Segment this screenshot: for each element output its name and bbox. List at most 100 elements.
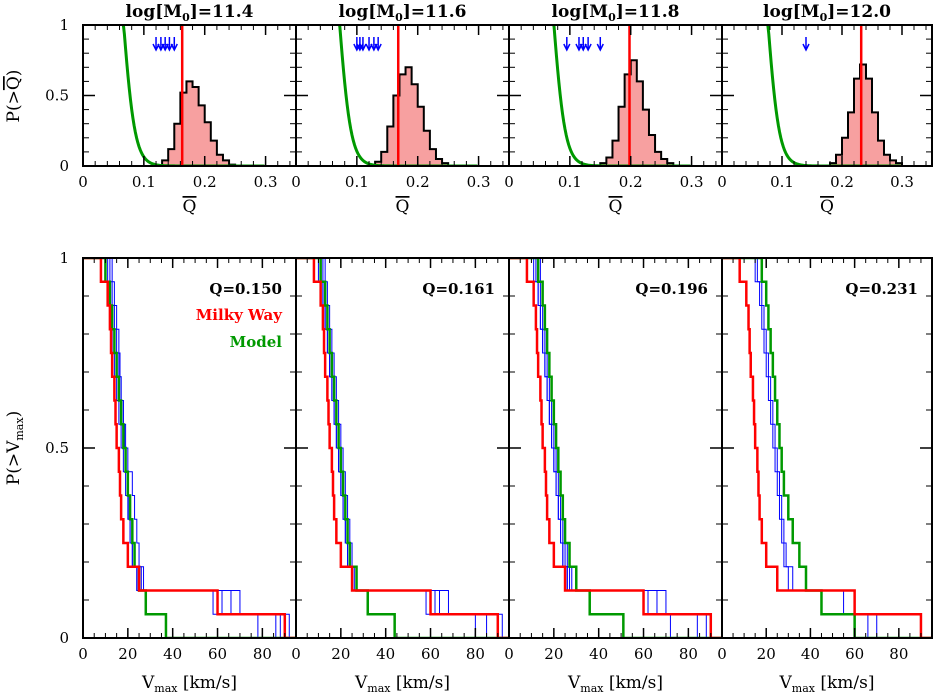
realization-line <box>722 258 932 638</box>
x-tick-label: 80 <box>889 645 908 663</box>
x-tick-label: 0.1 <box>345 173 369 191</box>
x-axis-label-sub: max <box>580 682 604 695</box>
x-tick-label: 80 <box>253 645 272 663</box>
panel-frame <box>508 257 723 639</box>
cdf-panel: 0 20 40 60 80 Q=0.231 Vmax [km/s] <box>717 257 933 695</box>
x-axis-label-sub: max <box>792 682 816 695</box>
arrow-head <box>356 43 364 52</box>
x-tick-label: 40 <box>589 645 608 663</box>
x-tick-label: 60 <box>845 645 864 663</box>
x-tick-label: 0 <box>78 645 88 663</box>
panel-title-sub: 0 <box>395 11 403 24</box>
x-tick-label: 80 <box>466 645 485 663</box>
x-tick-label: 0.3 <box>890 173 914 191</box>
x-axis-label-units: [km/s] <box>603 673 663 693</box>
cdf-panel: 0 20 40 60 80 Q=0.196 Vmax [km/s] <box>504 257 723 695</box>
milky-way-line <box>296 258 509 638</box>
arrow-head <box>596 43 604 52</box>
x-axis-label: Q <box>396 197 410 217</box>
q-label: Q=0.196 <box>635 280 708 298</box>
arrow-head <box>152 43 160 52</box>
x-tick-label: 0 <box>504 645 514 663</box>
panel-frame <box>721 24 933 167</box>
x-axis-label: Q <box>183 197 197 217</box>
y-tick-label: 1 <box>59 249 69 267</box>
x-tick-label: 0.2 <box>830 173 854 191</box>
legend-label: Model <box>230 333 283 351</box>
arrow-head <box>563 43 571 52</box>
milky-way-line <box>509 258 722 638</box>
panel-title-sub: 0 <box>820 11 828 24</box>
x-axis-label-sub: max <box>154 682 178 695</box>
x-tick-label: 60 <box>208 645 227 663</box>
x-tick-label: 60 <box>634 645 653 663</box>
milky-way-line <box>722 258 932 638</box>
x-tick-label: 0 <box>717 173 727 191</box>
x-tick-label: 40 <box>376 645 395 663</box>
panel-title-part: ]=11.6 <box>403 2 467 22</box>
x-axis-label-sub: max <box>367 682 391 695</box>
x-axis-label-main: V <box>141 673 155 693</box>
q-label: Q=0.231 <box>845 280 918 298</box>
x-tick-label: 40 <box>801 645 820 663</box>
x-tick-label: 0.1 <box>132 173 156 191</box>
x-axis-label-main: V <box>567 673 581 693</box>
x-axis-label-main: V <box>778 673 792 693</box>
bottom-row: 0 20 40 60 80 0 0.5 1 Q=0.150 Milky Way Model Vmax … <box>45 249 933 695</box>
y-tick-label: 0 <box>59 629 69 647</box>
x-tick-label: 20 <box>757 645 776 663</box>
realization-line <box>722 258 932 638</box>
realization-line <box>509 258 722 638</box>
x-tick-label: 0.1 <box>558 173 582 191</box>
panel-title: log[M0]=12.0 <box>763 2 891 24</box>
x-tick-label: 0.2 <box>406 173 430 191</box>
arrow-head <box>165 43 174 52</box>
panel-title-part: log[M <box>126 2 183 22</box>
x-tick-label: 0.3 <box>680 173 704 191</box>
x-tick-label: 60 <box>421 645 440 663</box>
arrow-head <box>170 43 178 52</box>
y-tick-label: 1 <box>59 16 69 34</box>
legend-label: Milky Way <box>196 306 284 324</box>
top-y-axis-label: P(>Q) <box>4 70 24 123</box>
x-axis-label: Vmax [km/s] <box>141 673 237 695</box>
x-tick-label: 0 <box>717 645 727 663</box>
panel-frame <box>721 257 933 639</box>
bottom-y-axis-label: P(>Vmax) <box>4 411 26 485</box>
panel-title-part: ]=11.4 <box>190 2 254 22</box>
x-tick-label: 0.2 <box>619 173 643 191</box>
y-tick-label: 0 <box>59 157 69 175</box>
cdf-panel: 0 20 40 60 80 0 0.5 1 Q=0.150 Milky Way Model Vmax … <box>45 249 297 695</box>
model-line <box>296 258 509 638</box>
panel-title-part: log[M <box>339 2 396 22</box>
histogram-bars <box>161 80 242 167</box>
histogram-bars <box>374 66 455 167</box>
panel-title-sub: 0 <box>182 11 190 24</box>
histogram-bars <box>829 63 908 167</box>
x-tick-label: 20 <box>544 645 563 663</box>
arrow-head <box>802 43 810 52</box>
x-tick-label: 80 <box>679 645 698 663</box>
histogram-bars <box>599 59 680 167</box>
panel-title-part: ]=11.8 <box>616 2 680 22</box>
x-tick-label: 0.3 <box>254 173 278 191</box>
panel-title: log[M0]=11.4 <box>126 2 254 24</box>
y-tick-label: 0.5 <box>45 439 69 457</box>
x-tick-label: 0.3 <box>467 173 491 191</box>
x-axis-label: Vmax [km/s] <box>354 673 450 695</box>
y-tick-label: 0.5 <box>45 87 69 105</box>
x-tick-label: 40 <box>163 645 182 663</box>
x-axis-label: Vmax [km/s] <box>567 673 663 695</box>
arrow-head <box>579 43 587 52</box>
model-line <box>509 258 722 638</box>
x-tick-label: 0 <box>504 173 514 191</box>
arrow-head <box>374 43 382 52</box>
milky-way-line <box>83 258 296 638</box>
panel-title-sub: 0 <box>608 11 616 24</box>
arrow-head <box>353 43 361 52</box>
